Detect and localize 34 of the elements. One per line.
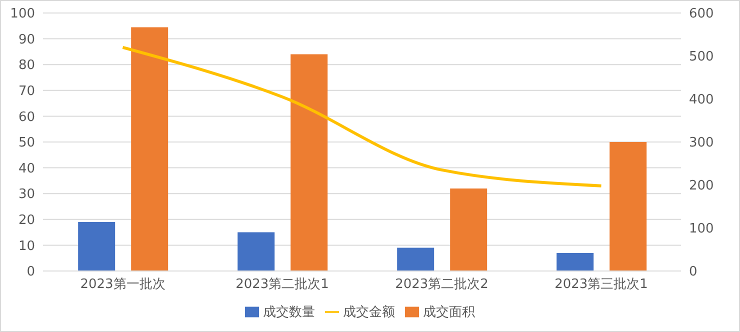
- y-tick-label: 100: [10, 6, 35, 22]
- y2-tick-label: 300: [689, 136, 714, 151]
- bar: [450, 188, 488, 271]
- y2-tick-label: 200: [689, 178, 714, 194]
- x-tick-label: 2023第一批次: [80, 277, 166, 292]
- y-tick-label: 80: [18, 58, 35, 74]
- y-tick-label: 30: [18, 187, 35, 202]
- y2-tick-label: 600: [689, 6, 714, 22]
- legend-label: 成交金额: [343, 305, 395, 320]
- bar: [290, 54, 328, 271]
- y-tick-label: 20: [18, 213, 35, 228]
- bar: [610, 142, 647, 271]
- y2-tick-label: 400: [689, 92, 714, 108]
- legend-label: 成交面积: [423, 305, 475, 320]
- y-tick-label: 70: [18, 84, 35, 100]
- bar: [397, 248, 434, 271]
- y2-tick-label: 500: [689, 50, 714, 65]
- y-tick-label: 60: [18, 110, 35, 125]
- y-tick-label: 50: [18, 136, 35, 151]
- y2-tick-label: 0: [689, 264, 698, 280]
- y-tick-label: 40: [18, 161, 35, 176]
- legend-label: 成交数量: [263, 305, 315, 320]
- x-tick-label: 2023第二批次2: [395, 277, 488, 292]
- y-tick-label: 90: [18, 32, 35, 48]
- x-tick-label: 2023第二批次1: [236, 277, 329, 292]
- y2-tick-label: 100: [689, 222, 714, 237]
- x-tick-label: 2023第三批次1: [554, 277, 648, 292]
- line-series: [121, 46, 603, 188]
- bar: [556, 252, 594, 271]
- bar: [238, 232, 275, 271]
- bar: [131, 27, 168, 271]
- bar: [78, 222, 116, 271]
- y-tick-label: 0: [26, 264, 35, 280]
- y-tick-label: 10: [18, 238, 35, 254]
